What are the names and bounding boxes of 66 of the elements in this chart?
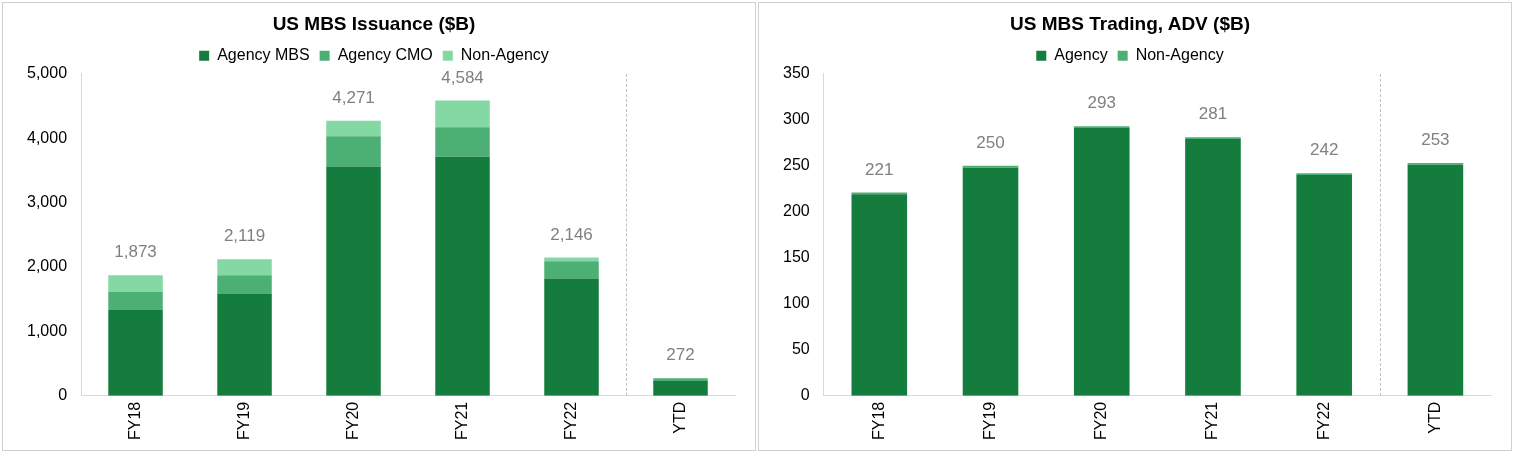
y-tick-label: 100 [782,294,810,312]
bar [108,275,163,293]
x-tick-label: YTD [670,401,688,434]
bar [851,194,908,396]
bar [544,261,599,279]
x-tick-label: FY18 [125,401,143,441]
total-label: 4,584 [441,67,484,87]
total-label: 1,873 [114,242,157,262]
x-tick-label: FY18 [869,401,887,441]
legend-label: Agency CMO [337,46,433,64]
bar [653,380,708,396]
legend-label: Agency [1054,46,1108,64]
bar [435,100,490,128]
bar [326,136,381,167]
bar [435,127,490,157]
legend-label: Agency MBS [217,46,310,64]
legend-label: Non-Agency [460,46,549,64]
total-label: 272 [666,345,695,365]
y-tick-label: 1,000 [26,321,68,339]
total-label: 221 [865,159,894,179]
y-tick-label: 0 [58,386,68,404]
bar [326,120,381,137]
bar [1185,139,1241,396]
total-label: 4,271 [332,87,375,107]
y-tick-label: 0 [800,386,810,404]
x-tick-label: FY20 [343,401,361,441]
x-tick-label: FY19 [234,401,252,441]
bar [1073,128,1130,396]
y-tick-label: 2,000 [26,257,68,275]
y-tick-label: 300 [782,110,810,128]
x-tick-label: FY21 [452,401,470,441]
chart-title: US MBS Issuance ($B) [272,12,476,34]
y-tick-label: 3,000 [26,192,68,210]
bar [962,167,1019,396]
x-tick-label: FY22 [1314,401,1332,441]
bar [108,292,163,311]
total-label: 250 [976,132,1005,152]
total-label: 293 [1087,93,1116,113]
y-tick-label: 4,000 [26,128,68,146]
total-label: 253 [1421,130,1450,150]
bar [1407,164,1464,396]
y-tick-label: 200 [782,202,810,220]
y-tick-label: 250 [782,156,810,174]
x-tick-label: FY21 [1203,401,1221,441]
x-tick-label: YTD [1425,401,1443,434]
bar [108,310,163,396]
bar [1296,174,1352,396]
total-label: 2,146 [550,224,593,244]
total-label: 242 [1309,140,1339,160]
bar [326,166,381,396]
bar [544,278,599,396]
y-tick-label: 5,000 [26,64,68,82]
bar [217,275,272,295]
x-tick-label: FY20 [1092,401,1110,441]
legend-label: Non-Agency [1135,46,1224,64]
bar [435,156,490,396]
x-tick-label: FY19 [980,401,998,441]
bar [217,294,272,396]
chart-title: US MBS Trading, ADV ($B) [1010,12,1250,34]
y-tick-label: 350 [782,64,810,82]
y-tick-label: 50 [791,340,810,358]
y-tick-label: 150 [782,248,810,266]
bar [217,259,272,276]
total-label: 2,119 [223,226,266,246]
total-label: 281 [1198,104,1228,124]
x-tick-label: FY22 [561,401,579,441]
